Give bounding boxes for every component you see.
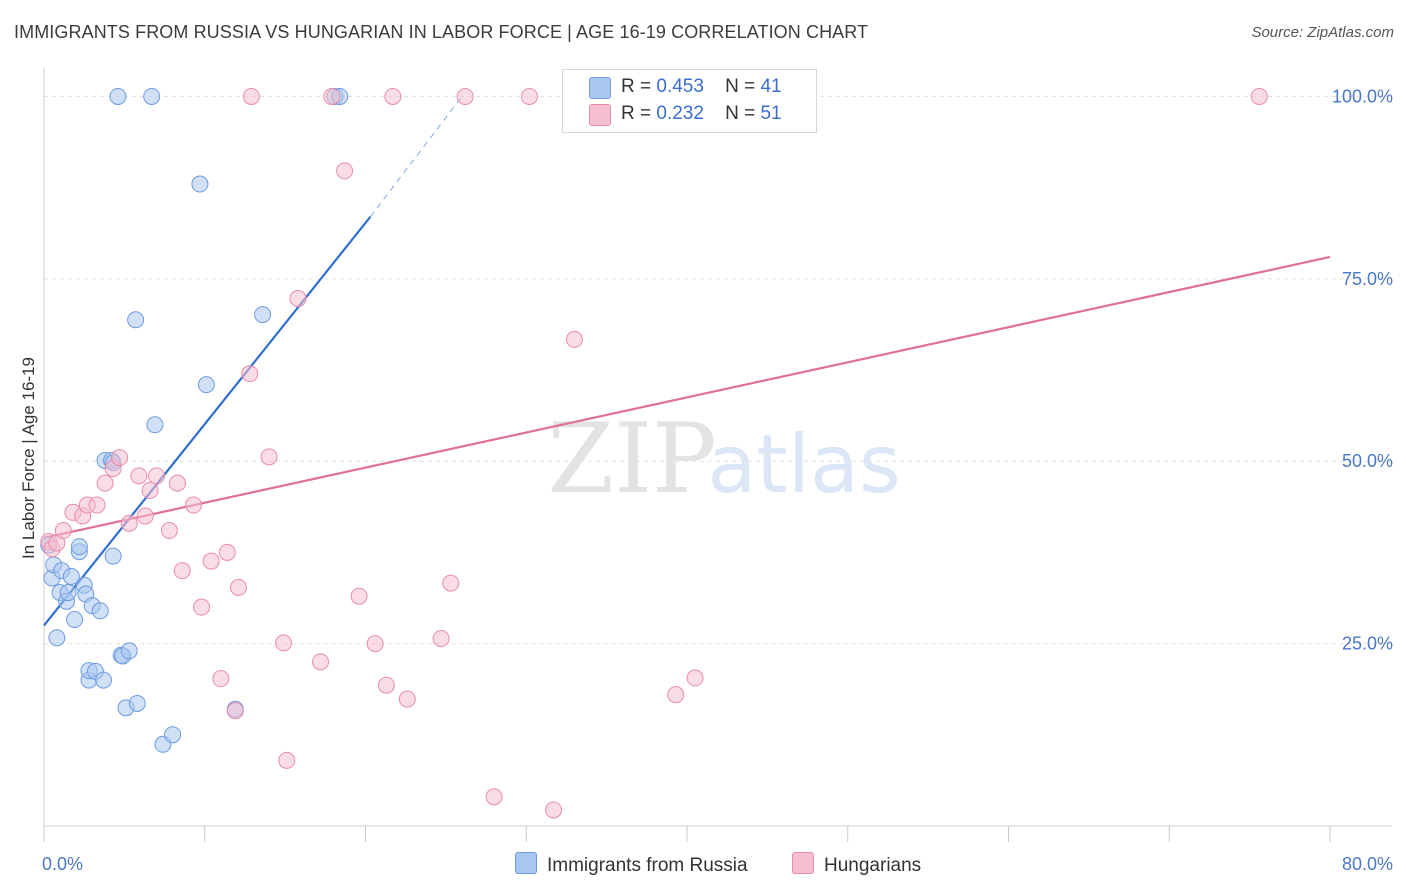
point-hungarians — [184, 496, 202, 514]
legend-swatch-hungarians — [589, 104, 611, 126]
point-hungarians — [141, 481, 159, 499]
trend-lines — [43, 96, 1331, 627]
point-russia — [120, 642, 138, 660]
point-russia — [254, 306, 272, 324]
point-hungarians — [130, 467, 148, 485]
chart-title: IMMIGRANTS FROM RUSSIA VS HUNGARIAN IN L… — [14, 22, 869, 42]
point-russia — [91, 602, 109, 620]
point-hungarians — [260, 448, 278, 466]
point-hungarians — [377, 676, 395, 694]
axis-labels: 25.0% 50.0% 75.0% 100.0% 0.0% 80.0% In Labor F… — [19, 86, 1393, 874]
point-hungarians — [160, 522, 178, 540]
point-hungarians — [485, 788, 503, 806]
point-hungarians — [384, 87, 402, 105]
watermark-atlas: atlas — [707, 418, 900, 511]
point-russia — [127, 311, 145, 329]
point-hungarians — [350, 587, 368, 605]
point-hungarians — [173, 562, 191, 580]
point-russia — [94, 671, 112, 689]
point-hungarians — [456, 87, 474, 105]
legend-n-label: N = — [725, 76, 756, 97]
y-tick-label: 75.0% — [1342, 269, 1393, 289]
point-hungarians — [88, 496, 106, 514]
trend-line-russia — [43, 216, 372, 627]
bottom-legend-russia: Immigrants from Russia — [515, 852, 748, 877]
point-russia — [70, 538, 88, 556]
point-hungarians — [96, 474, 114, 492]
point-hungarians — [1250, 87, 1268, 105]
axes — [43, 68, 1392, 842]
y-tick-label: 50.0% — [1342, 451, 1393, 471]
legend-n-value: 41 — [760, 76, 782, 97]
point-russia — [59, 584, 77, 602]
x-tick-label: 0.0% — [42, 854, 83, 874]
legend-n-value: 51 — [760, 103, 782, 124]
point-hungarians — [226, 702, 244, 720]
point-hungarians — [686, 669, 704, 687]
chart-source: Source: ZipAtlas.com — [1251, 24, 1394, 41]
point-hungarians — [120, 514, 138, 532]
point-hungarians — [193, 598, 211, 616]
point-hungarians — [520, 87, 538, 105]
point-russia — [109, 87, 127, 105]
point-russia — [128, 694, 146, 712]
point-russia — [191, 175, 209, 193]
trend-line-hungarians — [43, 255, 1331, 539]
point-hungarians — [168, 474, 186, 492]
point-hungarians — [148, 467, 166, 485]
point-hungarians — [289, 290, 307, 308]
bottom-legend-swatch-russia — [515, 852, 537, 874]
point-hungarians — [54, 522, 72, 540]
point-hungarians — [202, 552, 220, 570]
legend-r-value: 0.232 — [656, 103, 704, 124]
point-russia — [104, 547, 122, 565]
point-hungarians — [218, 543, 236, 561]
point-hungarians — [667, 686, 685, 704]
point-hungarians — [432, 630, 450, 648]
correlation-legend: R = 0.453 N = 41 R = 0.232 N = 51 — [562, 69, 817, 133]
point-hungarians — [545, 801, 563, 819]
point-hungarians — [398, 690, 416, 708]
point-hungarians — [278, 751, 296, 769]
point-russia — [164, 726, 182, 744]
bottom-legend-swatch-hungarians — [792, 852, 814, 874]
y-tick-label: 100.0% — [1332, 86, 1393, 106]
point-russia — [66, 611, 84, 629]
point-hungarians — [230, 578, 248, 596]
legend-r-label: R = — [621, 76, 652, 97]
trend-extension-russia — [369, 96, 463, 218]
point-hungarians — [366, 635, 384, 653]
legend-r-label: R = — [621, 103, 652, 124]
point-hungarians — [442, 574, 460, 592]
point-russia — [143, 87, 161, 105]
point-russia — [197, 376, 215, 394]
point-hungarians — [336, 162, 354, 180]
legend-r-value: 0.453 — [656, 76, 704, 97]
bottom-legend-hungarians: Hungarians — [792, 852, 921, 877]
point-hungarians — [241, 365, 259, 383]
data-points — [40, 87, 1268, 819]
legend-n-label: N = — [725, 103, 756, 124]
point-hungarians — [275, 634, 293, 652]
watermark-zip: ZIP — [547, 403, 716, 515]
point-russia — [62, 568, 80, 586]
point-hungarians — [323, 87, 341, 105]
bottom-legend-label-hungarians: Hungarians — [824, 855, 922, 876]
point-hungarians — [212, 670, 230, 688]
point-hungarians — [242, 87, 260, 105]
point-hungarians — [136, 507, 154, 525]
point-russia — [48, 629, 66, 647]
x-tick-label: 80.0% — [1342, 854, 1393, 874]
legend-swatch-russia — [589, 77, 611, 99]
point-hungarians — [111, 449, 129, 467]
y-axis-label: In Labor Force | Age 16-19 — [19, 357, 38, 559]
bottom-legend-label-russia: Immigrants from Russia — [547, 855, 748, 876]
point-russia — [146, 416, 164, 434]
point-hungarians — [565, 330, 583, 348]
point-hungarians — [311, 653, 329, 671]
y-tick-label: 25.0% — [1342, 634, 1393, 654]
watermark: ZIP atlas — [547, 403, 900, 515]
